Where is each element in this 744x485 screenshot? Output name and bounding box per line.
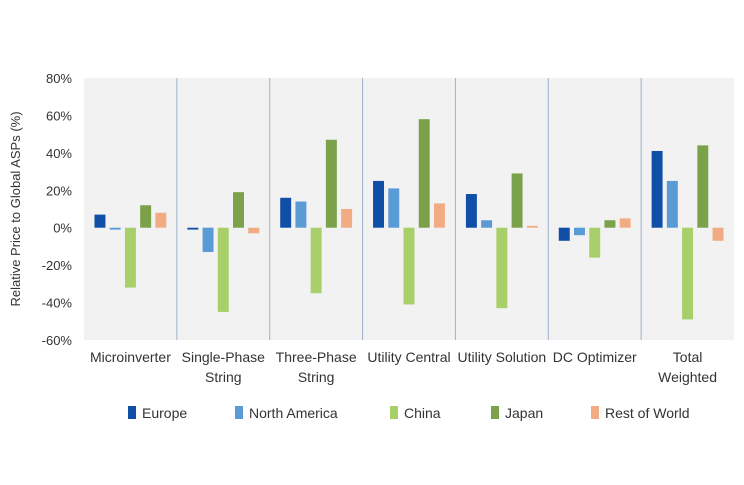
bar [248,227,260,234]
x-tick-label: Utility Central [367,349,450,365]
bar [418,119,430,228]
legend-label: Europe [142,405,187,421]
bar [589,227,601,258]
y-tick-label: 80% [46,71,72,86]
bar [496,227,508,309]
category-dividers [176,78,642,340]
x-tick-label: Single-Phase [182,349,265,365]
x-tick-label: Total [673,349,703,365]
bar [217,227,229,312]
bar [682,227,694,320]
bar [124,227,136,288]
x-tick-label: Microinverter [90,349,171,365]
x-tick-label: String [205,369,242,385]
bar [373,180,385,228]
x-tick-label: String [298,369,335,385]
bar [403,227,415,305]
legend-swatch [128,406,136,419]
legend-label: North America [249,405,338,421]
x-tick-label: Three-Phase [276,349,357,365]
bar [511,173,523,228]
bar [233,192,244,228]
legend-label: Japan [505,405,543,421]
bar [604,220,616,228]
y-tick-label: 60% [46,108,72,123]
x-tick-label: DC Optimizer [553,349,637,365]
bar [712,227,724,241]
legend-label: China [404,405,441,421]
bar [481,220,493,228]
bar [433,203,445,228]
y-tick-label: 40% [46,146,72,161]
legend: Europe North America China Japan Rest of Wor… [128,405,690,421]
bar [341,209,353,228]
legend-label: Rest of World [605,405,690,421]
bar [310,227,322,294]
bar [526,225,538,228]
bar [388,188,400,228]
y-tick-label: 20% [46,183,72,198]
legend-swatch [491,406,499,419]
bar [465,194,477,228]
bar [140,205,152,228]
y-axis-title: Relative Price to Global ASPs (%) [8,111,23,306]
y-axis-ticks: 80% 60% 40% 20% 0% -20% -40% -60% [42,71,73,348]
bar [94,214,106,228]
bar [651,150,663,228]
y-tick-label: -60% [42,333,73,348]
bar [187,227,199,230]
bar [558,227,570,241]
bar [202,227,214,253]
bar [325,139,337,228]
bar [666,180,678,228]
legend-swatch [591,406,599,419]
bar [280,197,292,228]
bar [155,212,167,228]
y-tick-label: 0% [53,221,72,236]
x-tick-label: Utility Solution [458,349,547,365]
bar [619,218,631,228]
bars [94,119,724,320]
legend-swatch [390,406,398,419]
bar [109,227,121,230]
x-tick-label: Weighted [658,369,717,385]
legend-swatch [235,406,243,419]
bar [574,227,585,236]
x-axis-labels: Microinverter Single-Phase String Three-Pha… [90,349,717,385]
bar [697,145,709,228]
y-tick-label: -20% [42,258,73,273]
y-tick-label: -40% [42,296,73,311]
bar [295,201,307,228]
